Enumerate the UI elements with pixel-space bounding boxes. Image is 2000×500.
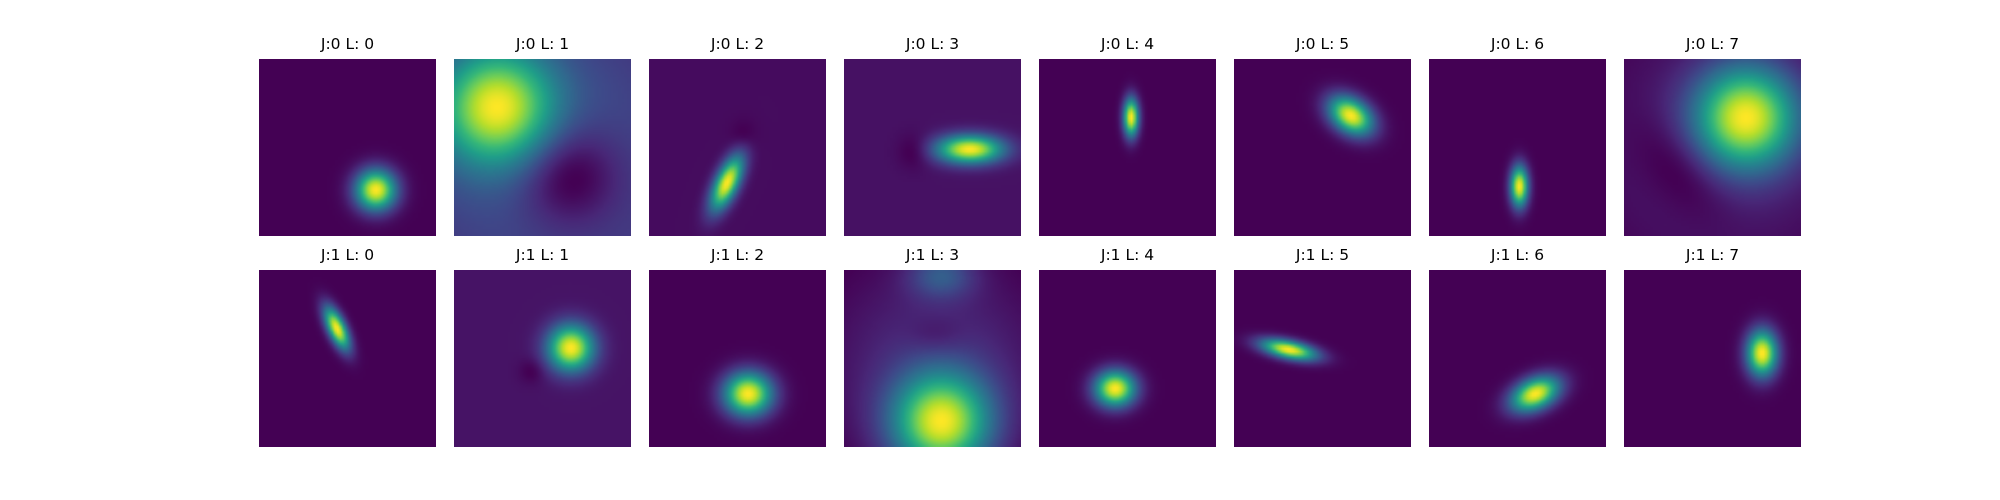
filter-heatmap xyxy=(259,59,436,236)
filter-panel: J:1 L: 6 xyxy=(1429,246,1606,447)
filter-heatmap xyxy=(649,270,826,447)
filter-heatmap xyxy=(259,270,436,447)
filter-panel: J:0 L: 4 xyxy=(1039,35,1216,236)
filter-panel: J:0 L: 2 xyxy=(649,35,826,236)
filter-panel: J:0 L: 6 xyxy=(1429,35,1606,236)
filter-heatmap xyxy=(1039,270,1216,447)
panel-title: J:1 L: 1 xyxy=(515,246,570,264)
filter-heatmap xyxy=(844,59,1021,236)
filter-heatmap xyxy=(454,59,631,236)
panel-title: J:1 L: 3 xyxy=(905,246,960,264)
filter-panel: J:0 L: 7 xyxy=(1624,35,1801,236)
filter-panel: J:0 L: 3 xyxy=(844,35,1021,236)
panel-title: J:0 L: 2 xyxy=(710,35,765,53)
filter-panel: J:0 L: 1 xyxy=(454,35,631,236)
filter-panel: J:0 L: 5 xyxy=(1234,35,1411,236)
filter-heatmap xyxy=(649,59,826,236)
panel-title: J:1 L: 2 xyxy=(710,246,765,264)
filter-heatmap xyxy=(1234,270,1411,447)
filter-heatmap xyxy=(454,270,631,447)
panel-title: J:0 L: 0 xyxy=(320,35,375,53)
panel-title: J:0 L: 7 xyxy=(1685,35,1740,53)
filter-heatmap xyxy=(1234,59,1411,236)
panel-title: J:0 L: 4 xyxy=(1100,35,1155,53)
filter-heatmap xyxy=(1624,59,1801,236)
panel-title: J:1 L: 4 xyxy=(1100,246,1155,264)
filter-heatmap xyxy=(1429,59,1606,236)
panel-title: J:1 L: 0 xyxy=(320,246,375,264)
panel-title: J:0 L: 5 xyxy=(1295,35,1350,53)
panel-title: J:0 L: 3 xyxy=(905,35,960,53)
filter-panel: J:1 L: 5 xyxy=(1234,246,1411,447)
filter-panel: J:1 L: 7 xyxy=(1624,246,1801,447)
filter-heatmap xyxy=(1039,59,1216,236)
panel-title: J:1 L: 7 xyxy=(1685,246,1740,264)
panel-title: J:1 L: 6 xyxy=(1490,246,1545,264)
filter-panel: J:1 L: 0 xyxy=(259,246,436,447)
filter-panel: J:1 L: 3 xyxy=(844,246,1021,447)
panel-title: J:1 L: 5 xyxy=(1295,246,1350,264)
panel-title: J:0 L: 6 xyxy=(1490,35,1545,53)
filter-panel: J:0 L: 0 xyxy=(259,35,436,236)
filter-panel: J:1 L: 4 xyxy=(1039,246,1216,447)
filter-heatmap xyxy=(1624,270,1801,447)
filter-heatmap xyxy=(844,270,1021,447)
filter-panel: J:1 L: 2 xyxy=(649,246,826,447)
filter-panel: J:1 L: 1 xyxy=(454,246,631,447)
panel-title: J:0 L: 1 xyxy=(515,35,570,53)
filter-heatmap xyxy=(1429,270,1606,447)
